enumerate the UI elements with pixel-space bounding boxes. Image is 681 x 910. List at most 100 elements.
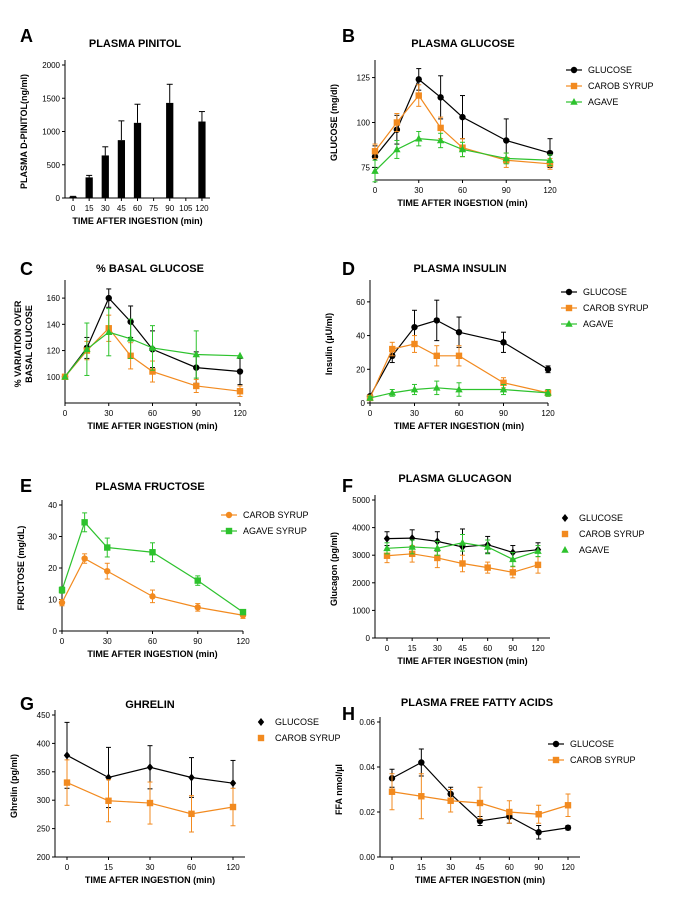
panel-h-legend-label: CAROB SYRUP [570, 755, 636, 765]
panel-b-legend-marker [570, 66, 578, 74]
panel-g-data-point [105, 797, 112, 804]
panel-b-y-tick-label: 125 [357, 74, 371, 83]
panel-e-legend-marker [225, 511, 233, 519]
panel-h-legend-label: GLUCOSE [570, 739, 614, 749]
panel-b-x-tick-label: 120 [543, 186, 557, 195]
panel-g-y-tick-label: 400 [37, 739, 51, 748]
panel-g-x-tick-label: 60 [187, 863, 196, 872]
panel-h-x-tick-label: 60 [505, 863, 514, 872]
panel-e-y-tick-label: 40 [48, 501, 57, 510]
panel-h-data-point [418, 759, 425, 766]
panel-h-data-point [447, 797, 454, 804]
panel-h-x-tick-label: 30 [446, 863, 455, 872]
panel-d-data-point [455, 352, 463, 359]
panel-d-x-tick-label: 30 [410, 409, 419, 418]
panel-b-data-point [503, 137, 510, 144]
panel-c-y-tick-label: 100 [47, 373, 61, 382]
panel-b-data-point [371, 167, 379, 174]
panel-g-data-point [229, 779, 237, 788]
panel-c-series-agave [61, 308, 244, 380]
panel-a-title: PLASMA PINITOL [89, 38, 182, 50]
panel-e-series-line [61, 521, 244, 613]
panel-f: F PLASMA GLUCAGON 0 1000 2000 3000 4000 5000 0 15… [329, 473, 645, 666]
panel-e-y-tick-label: 0 [53, 627, 58, 636]
panel-a-y-tick-label: 1500 [42, 94, 60, 103]
panel-h-data-point [506, 808, 513, 816]
panel-d-data-point [433, 317, 440, 324]
panel-h-x-tick-label: 0 [390, 863, 395, 872]
panel-f-data-point [484, 564, 491, 571]
panel-b-data-point [415, 134, 423, 142]
panel-d-x-tick-label: 60 [455, 409, 464, 418]
panel-g-data-point [63, 751, 71, 760]
panel-e-data-point [149, 549, 156, 556]
panel-d-y-tick-label: 40 [356, 332, 365, 341]
panel-g-legend-label: CAROB SYRUP [275, 733, 341, 743]
panel-d-data-point [366, 393, 374, 401]
panel-c-title: % BASAL GLUCOSE [96, 263, 204, 275]
panel-d-x-tick-label: 120 [541, 409, 555, 418]
panel-f-y-tick-label: 0 [366, 634, 371, 643]
panel-e-data-point [104, 567, 111, 575]
panel-h-data-point [535, 829, 542, 836]
panel-f-legend-marker [561, 546, 569, 553]
panel-f-legend-label: AGAVE [579, 545, 609, 555]
panel-d-legend-marker [565, 320, 573, 327]
panel-b-data-point [415, 76, 422, 83]
panel-b-series-agave [371, 130, 554, 183]
panel-d-title: PLASMA INSULIN [413, 263, 506, 275]
panel-d-data-point [500, 379, 507, 386]
panel-b-legend-marker [570, 82, 578, 90]
panel-e-data-point [194, 577, 201, 584]
panel-b-x-axis-label: TIME AFTER INGESTION (min) [397, 198, 527, 208]
panel-f-x-tick-label: 0 [385, 644, 390, 653]
panel-g-x-tick-label: 120 [226, 863, 240, 872]
panel-a-bar [198, 121, 206, 198]
panel-e-legend-marker [225, 527, 233, 535]
panel-h-y-tick-label: 0.04 [359, 763, 375, 772]
panel-c-y-axis-label: % VARIATION OVERBASAL GLUCOSE [13, 300, 34, 387]
panel-e-x-axis-label: TIME AFTER INGESTION (min) [87, 649, 217, 659]
panel-c-x-tick-label: 0 [63, 409, 68, 418]
panel-f-x-tick-label: 90 [508, 644, 517, 653]
panel-b-legend-label: CAROB SYRUP [588, 81, 654, 91]
panel-b-x-tick-label: 30 [414, 186, 423, 195]
panel-a-x-tick-label: 0 [71, 204, 76, 213]
panel-b-data-point [371, 148, 379, 155]
panel-h-series-carob-syrup [388, 773, 572, 824]
panel-f-data-point [509, 555, 517, 563]
panel-b-data-point [393, 145, 401, 153]
panel-d-data-point [389, 345, 396, 353]
panel-c-data-point [236, 388, 244, 395]
panel-c-data-point [105, 328, 113, 335]
panel-f-x-axis-label: TIME AFTER INGESTION (min) [397, 656, 527, 666]
panel-e-x-tick-label: 30 [103, 637, 112, 646]
panel-g-y-tick-label: 200 [37, 853, 51, 862]
panel-d-x-axis-label: TIME AFTER INGESTION (min) [394, 421, 524, 431]
panel-d-data-point [544, 388, 552, 396]
panel-f-letter: F [342, 476, 353, 496]
panel-d-data-point [500, 339, 507, 346]
panel-g: G GHRELIN 200 250 300 350 400 450 0 15 30 60 120 TIME… [9, 694, 341, 885]
panel-c-data-point [61, 372, 69, 380]
panel-d-data-point [411, 323, 418, 331]
panel-h-legend: GLUCOSE CAROB SYRUP [548, 739, 636, 765]
panel-c-data-point [83, 345, 91, 353]
panel-a-y-tick-label: 1000 [42, 128, 60, 137]
panel-b-data-point [502, 154, 510, 162]
panel-b-data-point [458, 145, 467, 153]
panel-g-legend: GLUCOSE CAROB SYRUP [257, 717, 341, 743]
panel-f-data-point [509, 569, 517, 576]
panel-h-x-axis-label: TIME AFTER INGESTION (min) [415, 875, 545, 885]
panel-d-data-point [499, 385, 508, 393]
panel-e-letter: E [20, 476, 32, 496]
panel-b-data-point [415, 92, 422, 99]
panel-b-legend-marker [570, 98, 578, 105]
panel-g-data-point [146, 763, 154, 772]
panel-f-x-tick-label: 15 [408, 644, 417, 653]
panel-c-data-point [236, 351, 244, 359]
panel-g-y-tick-label: 300 [37, 796, 51, 805]
panel-c: C % BASAL GLUCOSE 100 120 140 160 0 30 60 90 120 TI… [13, 259, 247, 431]
panel-a-x-tick-label: 90 [165, 204, 174, 213]
panel-c-x-tick-label: 60 [148, 409, 157, 418]
